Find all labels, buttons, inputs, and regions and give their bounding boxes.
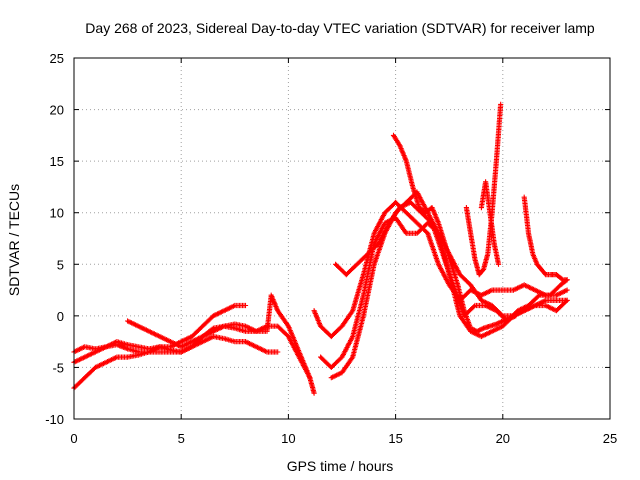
x-tick-label: 15 [388,431,402,446]
tick-layer: 0 5 10 15 20 25 -10 -5 0 5 10 15 20 25 [45,51,617,446]
y-tick-label: 5 [57,257,64,272]
series-track-4 [125,292,313,381]
y-tick-label: 15 [50,154,64,169]
y-tick-label: -10 [45,412,64,427]
y-tick-label: 25 [50,51,64,66]
y-axis-label: SDTVAR / TECUs [6,184,22,296]
series-track-11 [478,179,502,267]
x-axis-label: GPS time / hours [287,458,394,474]
data-layer [71,101,570,396]
series-track-8 [333,199,570,324]
marker-path [521,194,570,283]
x-tick-label: 5 [178,431,185,446]
marker-path [390,132,519,334]
marker-path [125,292,313,381]
marker-path [333,199,570,324]
y-tick-label: 10 [50,206,64,221]
y-tick-label: 20 [50,103,64,118]
series-track-9 [390,132,519,334]
x-tick-label: 20 [496,431,510,446]
marker-path [478,179,502,267]
x-tick-label: 0 [70,431,77,446]
x-tick-label: 10 [281,431,295,446]
y-tick-label: -5 [52,360,64,375]
y-tick-label: 0 [57,309,64,324]
series-track-12 [521,194,570,283]
plot-frame [73,57,611,420]
chart-title: Day 268 of 2023, Sidereal Day-to-day VTE… [85,20,595,36]
grid-layer [74,58,610,419]
x-tick-label: 25 [603,431,617,446]
